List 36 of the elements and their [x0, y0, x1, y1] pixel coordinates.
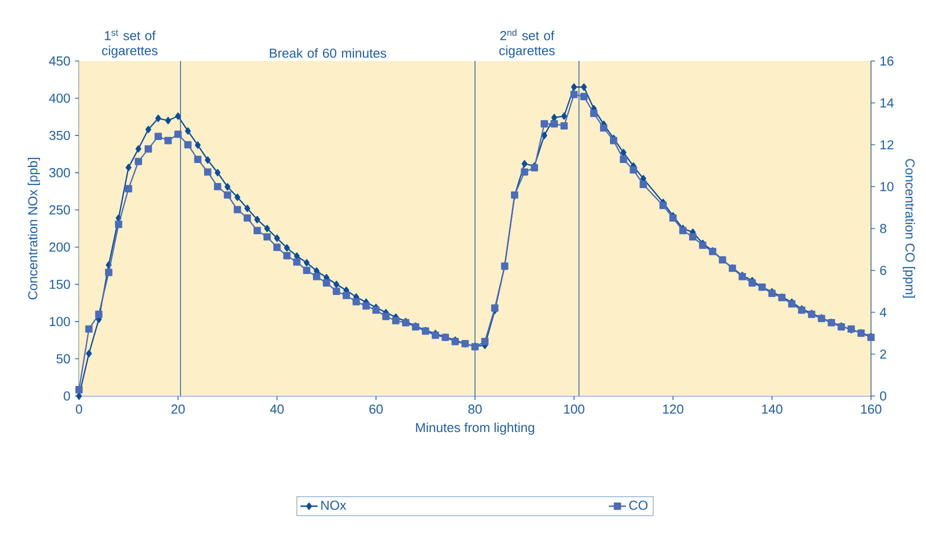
y2-tick-label: 2 — [880, 350, 886, 359]
y-tick-label: 200 — [49, 242, 70, 252]
y-tick-label: 400 — [49, 94, 70, 103]
y-tick-label: 350 — [49, 130, 70, 140]
y-tick-label: 0 — [64, 391, 70, 401]
x-tick-label: 100 — [564, 404, 584, 414]
x-tick-label: 140 — [762, 404, 782, 414]
y-tick-label: 100 — [50, 316, 70, 326]
y-tick-label: 50 — [56, 354, 70, 364]
y-tick-label: 450 — [49, 56, 70, 66]
y2-tick-label: 12 — [880, 140, 894, 150]
y2-tick-label: 16 — [880, 56, 894, 66]
y-tick-label: 250 — [49, 205, 70, 214]
x-tick-label: 120 — [663, 404, 684, 414]
text: Break of 60 minutes — [270, 48, 386, 58]
x-tick-label: 0 — [76, 404, 82, 414]
y2-tick-label: 14 — [880, 98, 894, 108]
x-axis-title: Minutes from lighting — [416, 422, 534, 435]
y2-axis-title: Concentration CO [ppm] — [902, 159, 915, 298]
text: 1$^{st}$ set of cigarettes — [102, 30, 158, 58]
y2-tick-label: 10 — [880, 182, 894, 192]
y2-tick-label: 8 — [880, 224, 886, 234]
x-tick-label: 160 — [861, 404, 882, 414]
y-tick-label: 300 — [49, 168, 70, 178]
x-tick-label: 20 — [171, 404, 185, 414]
x-tick-label: 60 — [369, 404, 383, 414]
legend-label: NOx — [321, 500, 346, 510]
y2-tick-label: 0 — [880, 391, 886, 401]
y-tick-label: 150 — [50, 280, 70, 289]
x-tick-label: 40 — [270, 404, 284, 414]
legend-label: CO — [629, 500, 648, 510]
y-axis-title: Concentration NOx [ppb] — [28, 158, 40, 300]
text: 2$^{nd}$ set of cigarettes — [499, 29, 555, 58]
x-tick-label: 80 — [468, 404, 482, 414]
y2-tick-label: 4 — [880, 308, 886, 317]
y2-tick-label: 6 — [880, 266, 886, 275]
